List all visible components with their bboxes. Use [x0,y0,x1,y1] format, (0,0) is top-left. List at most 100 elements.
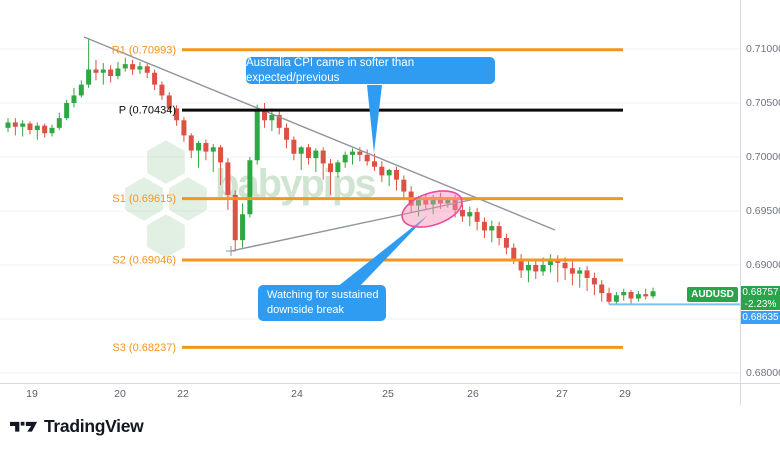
candle-body [357,151,363,155]
babypips-hexagon-icon [145,211,187,261]
candle-body [393,169,399,180]
candle-body [503,238,509,248]
trendline[interactable] [230,198,476,252]
candle-body [78,84,84,96]
candle-body [452,199,458,210]
candle-body [474,212,480,222]
candle-body [130,64,136,70]
candle-body [606,293,612,302]
candle-body [613,295,619,302]
babypips-hexagon-icon [145,137,187,187]
time-tick-label: 22 [177,388,189,400]
candle-body [415,198,421,206]
tradingview-logo-icon [10,421,38,432]
candle-body [364,154,370,162]
candle-body [174,108,180,121]
candle-body [269,114,275,121]
change-percent-value: -2.23% [744,299,777,310]
callout-cpi-news-text: Australia CPI came in softer than expect… [246,56,415,84]
symbol-label-badge: AUDUSD [687,287,738,302]
candle-body [115,68,121,76]
candle-body [284,127,290,140]
callout-cpi-news[interactable]: Australia CPI came in softer than expect… [246,57,495,84]
candle-body [291,139,297,154]
pivot-label-r1: R1 (0.70993) [112,44,176,56]
candle-body [247,160,253,215]
candle-body [335,162,341,173]
candle-body [159,84,165,96]
candle-body [401,179,407,192]
candle-body [423,198,429,205]
callout-pointer-arrow[interactable] [367,85,382,153]
candle-body [445,199,451,204]
time-tick-label: 29 [619,388,631,400]
pivot-label-s3: S3 (0.68237) [112,342,176,354]
candle-body [276,114,282,128]
candle-body [584,270,590,278]
candle-body [49,127,55,134]
candle-body [108,69,114,76]
highlight-ellipse[interactable] [398,184,467,234]
time-tick-label: 25 [382,388,394,400]
babypips-hexagon-icon [123,174,165,224]
candle-body [599,284,605,294]
candle-body [569,268,575,274]
candle-body [547,258,553,265]
candle-body [181,120,187,136]
price-tick-label: 0.68000 [746,367,780,379]
tradingview-logo[interactable]: TradingView [10,414,144,438]
time-tick-label: 19 [26,388,38,400]
candle-body [93,69,99,73]
candle-body [5,122,11,128]
candle-body [254,109,260,161]
candle-body [643,294,649,297]
callout-pointer-arrow[interactable] [337,215,428,287]
candle-body [342,154,348,163]
candle-body [577,270,583,274]
candle-body [328,163,334,173]
time-axis-divider [0,383,780,384]
tradingview-logo-text: TradingView [44,415,144,436]
candlesticks [5,38,656,305]
candle-body [100,69,106,73]
candle-body [218,147,224,163]
candle-body [152,72,158,85]
candle-body [166,95,172,109]
candle-body [533,265,539,272]
candle-body [320,150,326,164]
candle-body [540,265,546,272]
candle-body [591,277,597,285]
candle-body [350,151,356,155]
candle-body [650,291,656,297]
low-price-badge: 0.68635 [741,311,780,324]
candle-body [298,147,304,154]
candle-body [232,194,238,241]
candle-body [56,118,62,128]
candle-body [628,292,634,299]
candle-body [430,196,436,205]
candle-body [635,294,641,299]
candle-body [562,262,568,269]
candle-body [42,125,48,134]
candle-body [386,169,392,176]
candle-body [372,161,377,167]
candle-body [20,123,26,127]
candle-body [262,109,268,121]
price-axis-divider [740,0,741,405]
candle-body [621,292,627,296]
candle-body [481,221,487,231]
candle-body [86,69,92,85]
callout-downside-break[interactable]: Watching for sustained downside break [258,285,386,321]
candle-body [34,125,40,130]
candle-body [64,103,70,119]
candle-body [196,142,202,151]
time-tick-label: 26 [467,388,479,400]
candle-body [240,214,246,241]
candle-body [137,66,143,70]
candle-body [313,150,319,159]
candle-body [27,123,33,130]
